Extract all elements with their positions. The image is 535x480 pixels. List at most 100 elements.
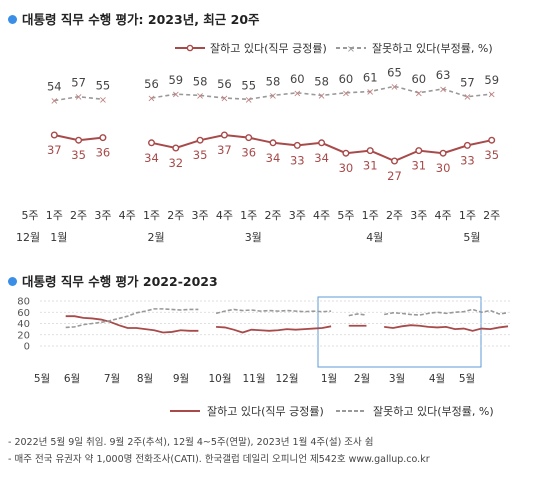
disapprove-point: × [220, 94, 228, 105]
month-label: 5월 [463, 231, 480, 244]
approve-point [147, 139, 155, 147]
approve-point [75, 136, 83, 144]
disapprove-point: × [245, 95, 253, 106]
approve-point [172, 144, 180, 152]
disapprove-data-label: 55 [241, 78, 256, 92]
disapprove-series-line [384, 308, 509, 316]
x-tick-label: 3주 [410, 209, 427, 222]
disapprove-data-label: 60 [290, 72, 305, 86]
x-tick-label: 1주 [459, 209, 476, 222]
x-month-label: 11월 [242, 373, 265, 385]
legend-approve-label: 잘하고 있다(직무 긍정률) [207, 404, 324, 418]
approve-point [415, 147, 423, 155]
x-tick-label: 2주 [386, 209, 403, 222]
x-tick-label: 5주 [337, 209, 354, 222]
x-tick-label: 1주 [240, 209, 257, 222]
approve-series-line [384, 324, 509, 332]
approve-data-label: 32 [168, 156, 183, 170]
approve-point [99, 134, 107, 142]
bullet-dot-icon [8, 15, 17, 24]
x-month-label: 4월 [429, 373, 445, 385]
approve-data-label: 30 [436, 161, 451, 175]
approve-point [220, 131, 228, 139]
disapprove-data-label: 58 [314, 74, 329, 88]
approve-data-label: 31 [411, 159, 426, 173]
disapprove-point: × [269, 91, 277, 102]
x-month-label: 6월 [64, 373, 80, 385]
disapprove-data-label: 61 [363, 71, 378, 85]
month-label: 3월 [245, 231, 262, 244]
x-month-label: 5월 [459, 373, 475, 385]
x-tick-label: 2주 [483, 209, 500, 222]
approve-data-label: 34 [144, 151, 159, 165]
chart1-title-text: 대통령 직무 수행 평가: 2023년, 최근 20주 [22, 12, 260, 27]
x-tick-label: 3주 [192, 209, 209, 222]
disapprove-series-line [348, 313, 367, 317]
x-month-label: 8월 [137, 373, 153, 385]
x-month-label: 10월 [208, 373, 231, 385]
disapprove-point: × [390, 82, 398, 93]
x-month-label: 5월 [34, 373, 50, 385]
approve-data-label: 34 [266, 151, 281, 165]
x-month-label: 1월 [321, 373, 337, 385]
disapprove-point: × [172, 90, 180, 101]
approve-point [50, 131, 58, 139]
x-month-label: 7월 [104, 373, 120, 385]
disapprove-data-label: 54 [47, 80, 62, 94]
approve-data-label: 35 [484, 148, 499, 162]
y-tick-label: 40 [17, 319, 30, 330]
x-tick-label: 1주 [143, 209, 160, 222]
disapprove-point: × [488, 90, 496, 101]
legend-approve-label: 잘하고 있다(직무 긍정률) [210, 41, 327, 55]
x-month-label: 3월 [389, 373, 405, 385]
disapprove-data-label: 58 [193, 74, 208, 88]
disapprove-data-label: 57 [71, 76, 86, 90]
highlight-box-recent-20-weeks [317, 296, 482, 368]
approve-point [318, 139, 326, 147]
disapprove-point: × [342, 88, 350, 99]
month-label: 12월 [16, 231, 40, 244]
approve-data-label: 31 [363, 159, 378, 173]
approve-point [488, 136, 496, 144]
chart1-recent-20-weeks: 잘하고 있다(직무 긍정률) × 잘못하고 있다(부정률, %) 37 35 36 34 32… [16, 41, 500, 244]
y-tick-label: 80 [17, 297, 30, 308]
approve-data-label: 36 [96, 146, 111, 160]
chart1-title: 대통령 직무 수행 평가: 2023년, 최근 20주 [8, 9, 260, 28]
disapprove-data-label: 58 [266, 74, 281, 88]
x-tick-label: 2주 [70, 209, 87, 222]
approve-data-label: 37 [47, 143, 62, 157]
approve-point [293, 141, 301, 149]
x-tick-label: 4주 [435, 209, 452, 222]
chart2-title-text: 대통령 직무 수행 평가 2022-2023 [22, 274, 218, 289]
disapprove-series-line [215, 308, 332, 315]
approve-data-label: 30 [339, 161, 354, 175]
approve-data-label: 35 [193, 148, 208, 162]
disapprove-point: × [196, 91, 204, 102]
legend-approve-marker [186, 44, 194, 52]
x-month-label: 9월 [173, 373, 189, 385]
y-tick-label: 0 [24, 342, 30, 353]
disapprove-point: × [317, 91, 325, 102]
x-tick-label: 3주 [289, 209, 306, 222]
legend-disapprove-label: 잘못하고 있다(부정률, %) [372, 41, 493, 55]
x-month-label: 12월 [275, 373, 298, 385]
approve-data-label: 33 [290, 153, 305, 167]
approve-point [391, 157, 399, 165]
x-tick-label: 1주 [362, 209, 379, 222]
disapprove-point: × [99, 95, 107, 106]
disapprove-point: × [415, 88, 423, 99]
disapprove-data-label: 56 [217, 77, 232, 91]
bullet-dot-icon [8, 277, 17, 286]
x-tick-label: 2주 [167, 209, 184, 222]
legend-disapprove-label: 잘못하고 있다(부정률, %) [373, 404, 494, 418]
disapprove-point: × [463, 92, 471, 103]
x-tick-label: 2주 [264, 209, 281, 222]
x-tick-label: 3주 [94, 209, 111, 222]
approve-data-label: 33 [460, 153, 475, 167]
disapprove-point: × [147, 94, 155, 105]
approve-data-label: 27 [387, 169, 402, 183]
disapprove-data-label: 57 [460, 76, 475, 90]
disapprove-series-line [65, 308, 199, 329]
